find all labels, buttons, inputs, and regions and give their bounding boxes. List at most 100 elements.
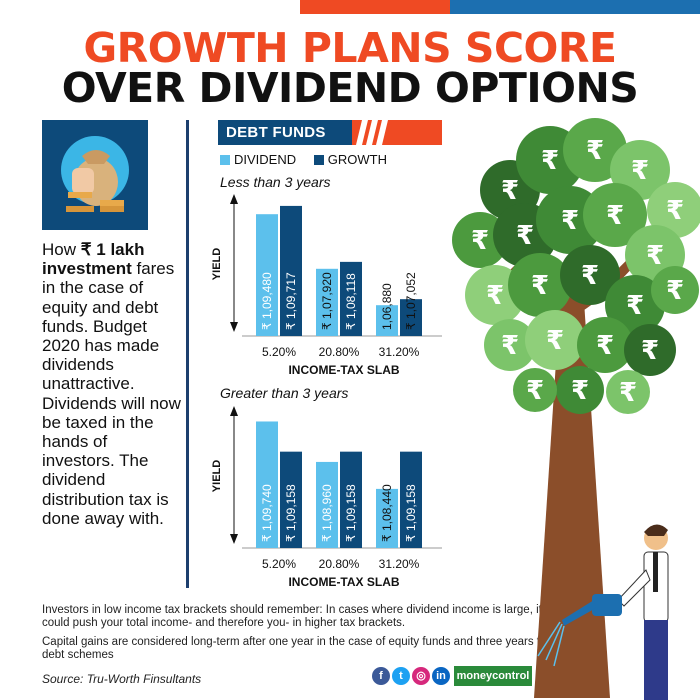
rupee-symbol: ₹ <box>666 276 684 306</box>
bar-dividend-2 <box>376 488 398 548</box>
rupee-symbol: ₹ <box>471 226 489 256</box>
tree-leaf <box>508 253 572 317</box>
tree-leaf <box>647 182 700 238</box>
data-label-growth-1: ₹ 1,09,158 <box>344 484 358 542</box>
rupee-symbol: ₹ <box>581 261 599 291</box>
top-bar <box>0 0 700 14</box>
twitter-icon[interactable]: t <box>392 667 410 685</box>
rupee-symbol: ₹ <box>626 291 644 321</box>
x-tick-label: 5.20% <box>262 557 296 571</box>
top-stripe-blue <box>450 0 700 14</box>
y-axis-label: YIELD <box>211 460 223 492</box>
rupee-symbol: ₹ <box>541 146 559 176</box>
legend-label: DIVIDEND <box>234 152 297 167</box>
source-line: Source: Tru-Worth Finsultants <box>42 672 202 686</box>
rupee-symbol: ₹ <box>596 331 614 361</box>
chart-less-than-3-years: YIELD ₹ 1,09,480 ₹ 1,09,717 5.20% ₹ 1,07,920… <box>211 194 442 377</box>
bar-growth-1 <box>340 261 362 336</box>
x-tick-label: 20.80% <box>319 345 360 359</box>
rupee-symbol: ₹ <box>586 136 604 166</box>
tree-leaf <box>525 310 585 370</box>
rupee-symbol: ₹ <box>546 326 564 356</box>
chart-2-title: Greater than 3 years <box>220 385 349 401</box>
bar-growth-0 <box>280 205 302 336</box>
chart-greater-than-3-years: YIELD ₹ 1,09,740 ₹ 1,09,158 5.20% ₹ 1,08,960… <box>211 406 442 589</box>
tree-leaf <box>624 324 676 376</box>
bar-dividend-2 <box>376 305 398 336</box>
footnote-2: Capital gains are considered long-term a… <box>42 636 551 661</box>
data-label-growth-2: ₹ 1,07,052 <box>404 272 418 330</box>
legend-label: GROWTH <box>327 152 387 167</box>
data-label-dividend-0: ₹ 1,09,740 <box>260 484 274 542</box>
rupee-tree-illustration: ₹₹ ₹₹₹₹ ₹ ₹ ₹₹₹ ₹ ₹₹ ₹₹ ₹ ₹ ₹₹₹ ₹ <box>452 118 700 700</box>
data-label-growth-2: ₹ 1,09,158 <box>404 484 418 542</box>
section-label: DEBT FUNDS <box>226 124 326 141</box>
vertical-divider <box>186 120 189 588</box>
x-tick-label: 20.80% <box>319 557 360 571</box>
data-label-dividend-1: ₹ 1,08,960 <box>320 484 334 542</box>
tree-trunk <box>534 270 610 698</box>
data-label-dividend-2: ₹ 1,08,440 <box>380 484 394 542</box>
rupee-symbol: ₹ <box>501 331 519 361</box>
footnote-1: Investors in low income tax brackets sho… <box>42 604 542 629</box>
intro-prefix: How <box>42 240 81 259</box>
rupee-symbol: ₹ <box>606 201 624 231</box>
tree-leaf <box>452 212 508 268</box>
legend-item-growth: GROWTH <box>313 152 387 167</box>
rupee-symbol: ₹ <box>631 156 649 186</box>
rupee-symbol: ₹ <box>486 281 504 311</box>
x-axis-label: INCOME-TAX SLAB <box>288 575 399 589</box>
tree-leaf <box>577 317 633 373</box>
tree-leaf <box>513 368 557 412</box>
x-axis-label: INCOME-TAX SLAB <box>288 363 399 377</box>
intro-bold: ₹ 1 lakh investment <box>42 240 145 279</box>
intro-rest: fares in the case of equity and debt fun… <box>42 259 181 528</box>
tree-leaf <box>651 266 699 314</box>
bar-dividend-0 <box>256 214 278 336</box>
headline-line-2: OVER DIVIDEND OPTIONS <box>61 64 639 112</box>
linkedin-icon[interactable]: in <box>432 667 450 685</box>
rupee-symbol: ₹ <box>526 376 544 406</box>
data-label-dividend-0: ₹ 1,09,480 <box>260 272 274 330</box>
data-label-growth-0: ₹ 1,09,158 <box>284 484 298 542</box>
data-label-growth-1: ₹ 1,08,118 <box>344 273 358 330</box>
money-bag-illustration <box>42 120 148 230</box>
section-banner: DEBT FUNDS <box>218 120 442 145</box>
x-tick-label: 5.20% <box>262 345 296 359</box>
headline-line-1: GROWTH PLANS SCORE <box>83 24 617 72</box>
tree-leaf <box>560 245 620 305</box>
data-label-dividend-2: 1,06,880 <box>380 283 394 330</box>
rupee-symbol: ₹ <box>619 378 637 408</box>
legend-item-dividend: DIVIDEND <box>220 152 296 167</box>
tree-leaf <box>606 370 650 414</box>
bar-dividend-1 <box>316 268 338 336</box>
chart-legend: DIVIDEND GROWTH <box>220 152 401 167</box>
bar-growth-2 <box>400 451 422 548</box>
facebook-icon[interactable]: f <box>372 667 390 685</box>
rupee-symbol: ₹ <box>561 206 579 236</box>
bar-growth-1 <box>340 451 362 548</box>
rupee-symbol: ₹ <box>666 196 684 226</box>
x-tick-label: 31.20% <box>379 557 420 571</box>
money-bag-icon <box>61 136 129 212</box>
rupee-symbol: ₹ <box>646 241 664 271</box>
rupee-symbol: ₹ <box>516 221 534 251</box>
bar-growth-2 <box>400 299 422 336</box>
bar-dividend-0 <box>256 421 278 548</box>
chart-1-title: Less than 3 years <box>220 174 331 190</box>
bar-growth-0 <box>280 451 302 548</box>
top-stripe-orange <box>300 0 450 14</box>
instagram-icon[interactable]: ◎ <box>412 667 430 685</box>
banner-stripes <box>352 120 442 145</box>
man-watering-illustration <box>537 524 669 700</box>
tree-leaf <box>605 275 665 335</box>
rupee-symbol: ₹ <box>571 376 589 406</box>
bar-dividend-1 <box>316 461 338 548</box>
rupee-symbol: ₹ <box>531 271 549 301</box>
tree-leaf <box>484 319 536 371</box>
data-label-growth-0: ₹ 1,09,717 <box>284 272 298 330</box>
data-label-dividend-1: ₹ 1,07,920 <box>320 272 334 330</box>
rupee-symbol: ₹ <box>641 336 659 366</box>
intro-text: How ₹ 1 lakh investment fares in the cas… <box>42 240 182 528</box>
tree-leaf <box>556 366 604 414</box>
